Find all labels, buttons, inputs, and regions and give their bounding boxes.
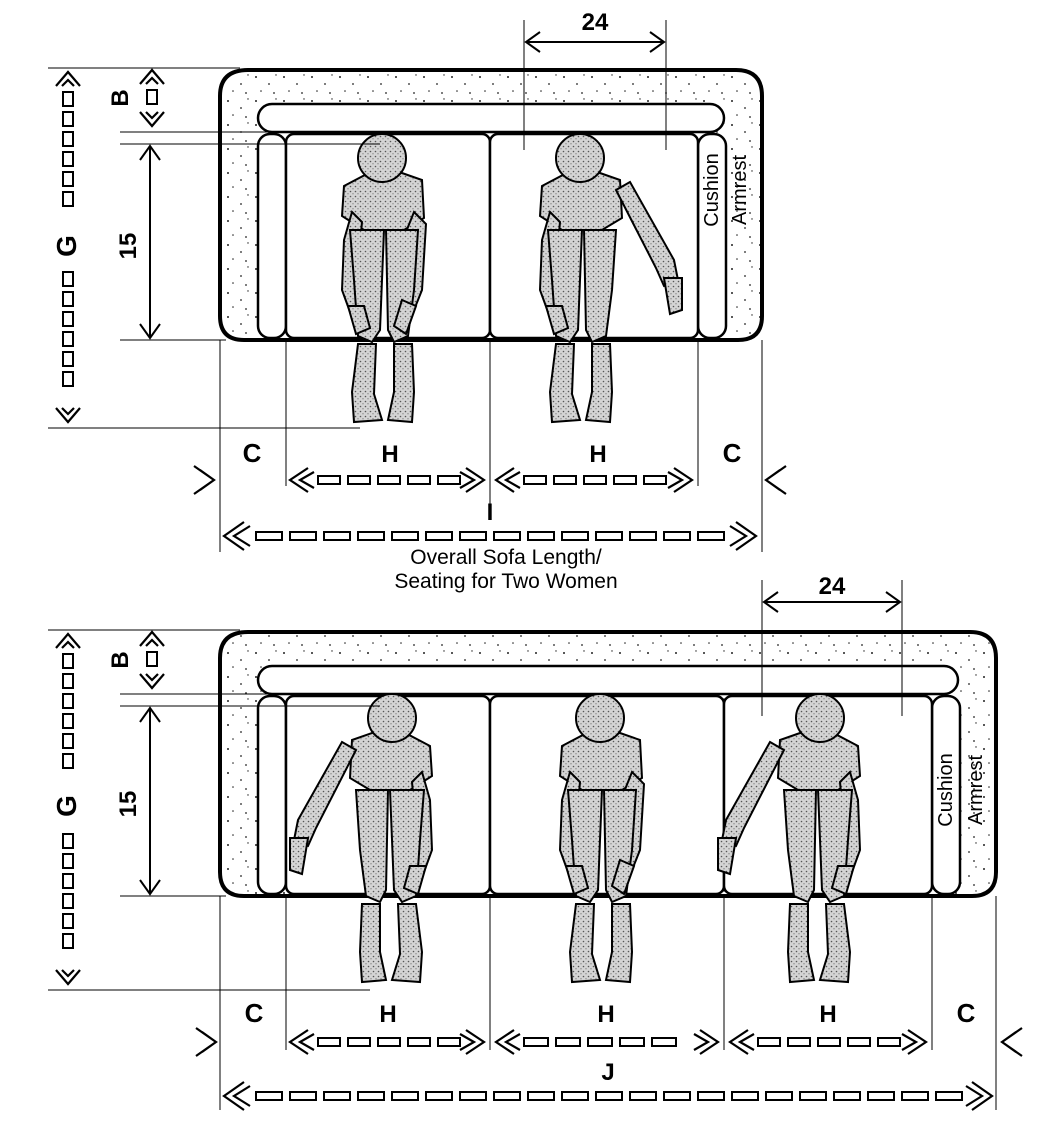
h-dashed-bar-2	[523, 475, 667, 485]
h-label-2: H	[589, 441, 606, 468]
i-dashed-bar	[255, 531, 725, 541]
h-label-1: H	[379, 1001, 396, 1028]
c-left-label: C	[243, 438, 262, 468]
left-arm-cushion	[256, 132, 288, 340]
caption-line-1: Overall Sofa Length/	[410, 546, 602, 569]
armrest-label: Armrest	[729, 155, 751, 225]
sofa-two-seat: 24 15 B G Cushion Armrest	[48, 9, 787, 593]
shoulder-width-label: 24	[582, 9, 609, 36]
h-dashed-bar-3	[757, 1037, 901, 1047]
shoulder-width-label: 24	[819, 573, 846, 600]
c-right-label: C	[957, 998, 976, 1028]
h-dashed-bar-1	[317, 1037, 461, 1047]
c-right-label: C	[723, 438, 742, 468]
h-dashed-bar-2	[523, 1037, 677, 1047]
g-label: G	[51, 795, 82, 817]
h-dashed-bar-1	[317, 475, 461, 485]
caption-line-2: Seating for Two Women	[394, 570, 617, 593]
back-cushion	[256, 664, 960, 696]
h-label-3: H	[819, 1001, 836, 1028]
h-label-2: H	[597, 1001, 614, 1028]
j-label: J	[601, 1059, 614, 1086]
armrest-label: Armrest	[965, 755, 987, 825]
g-dashed-bar	[62, 653, 74, 949]
i-label: I	[487, 499, 494, 526]
h-label-1: H	[381, 441, 398, 468]
j-dashed-bar	[255, 1091, 963, 1101]
cushion-label: Cushion	[701, 153, 723, 226]
seat-depth-label: 15	[115, 233, 142, 260]
g-dashed-bar	[62, 91, 74, 387]
sofa-three-seat: 24 15 B G Cushion Armrest	[48, 573, 1023, 1111]
left-arm-cushion	[256, 694, 288, 896]
cushion-label: Cushion	[935, 753, 957, 826]
back-cushion	[256, 102, 726, 134]
b-label: B	[107, 89, 134, 106]
g-label: G	[51, 235, 82, 257]
seat-depth-label: 15	[115, 791, 142, 818]
c-left-label: C	[245, 998, 264, 1028]
b-label: B	[107, 651, 134, 668]
